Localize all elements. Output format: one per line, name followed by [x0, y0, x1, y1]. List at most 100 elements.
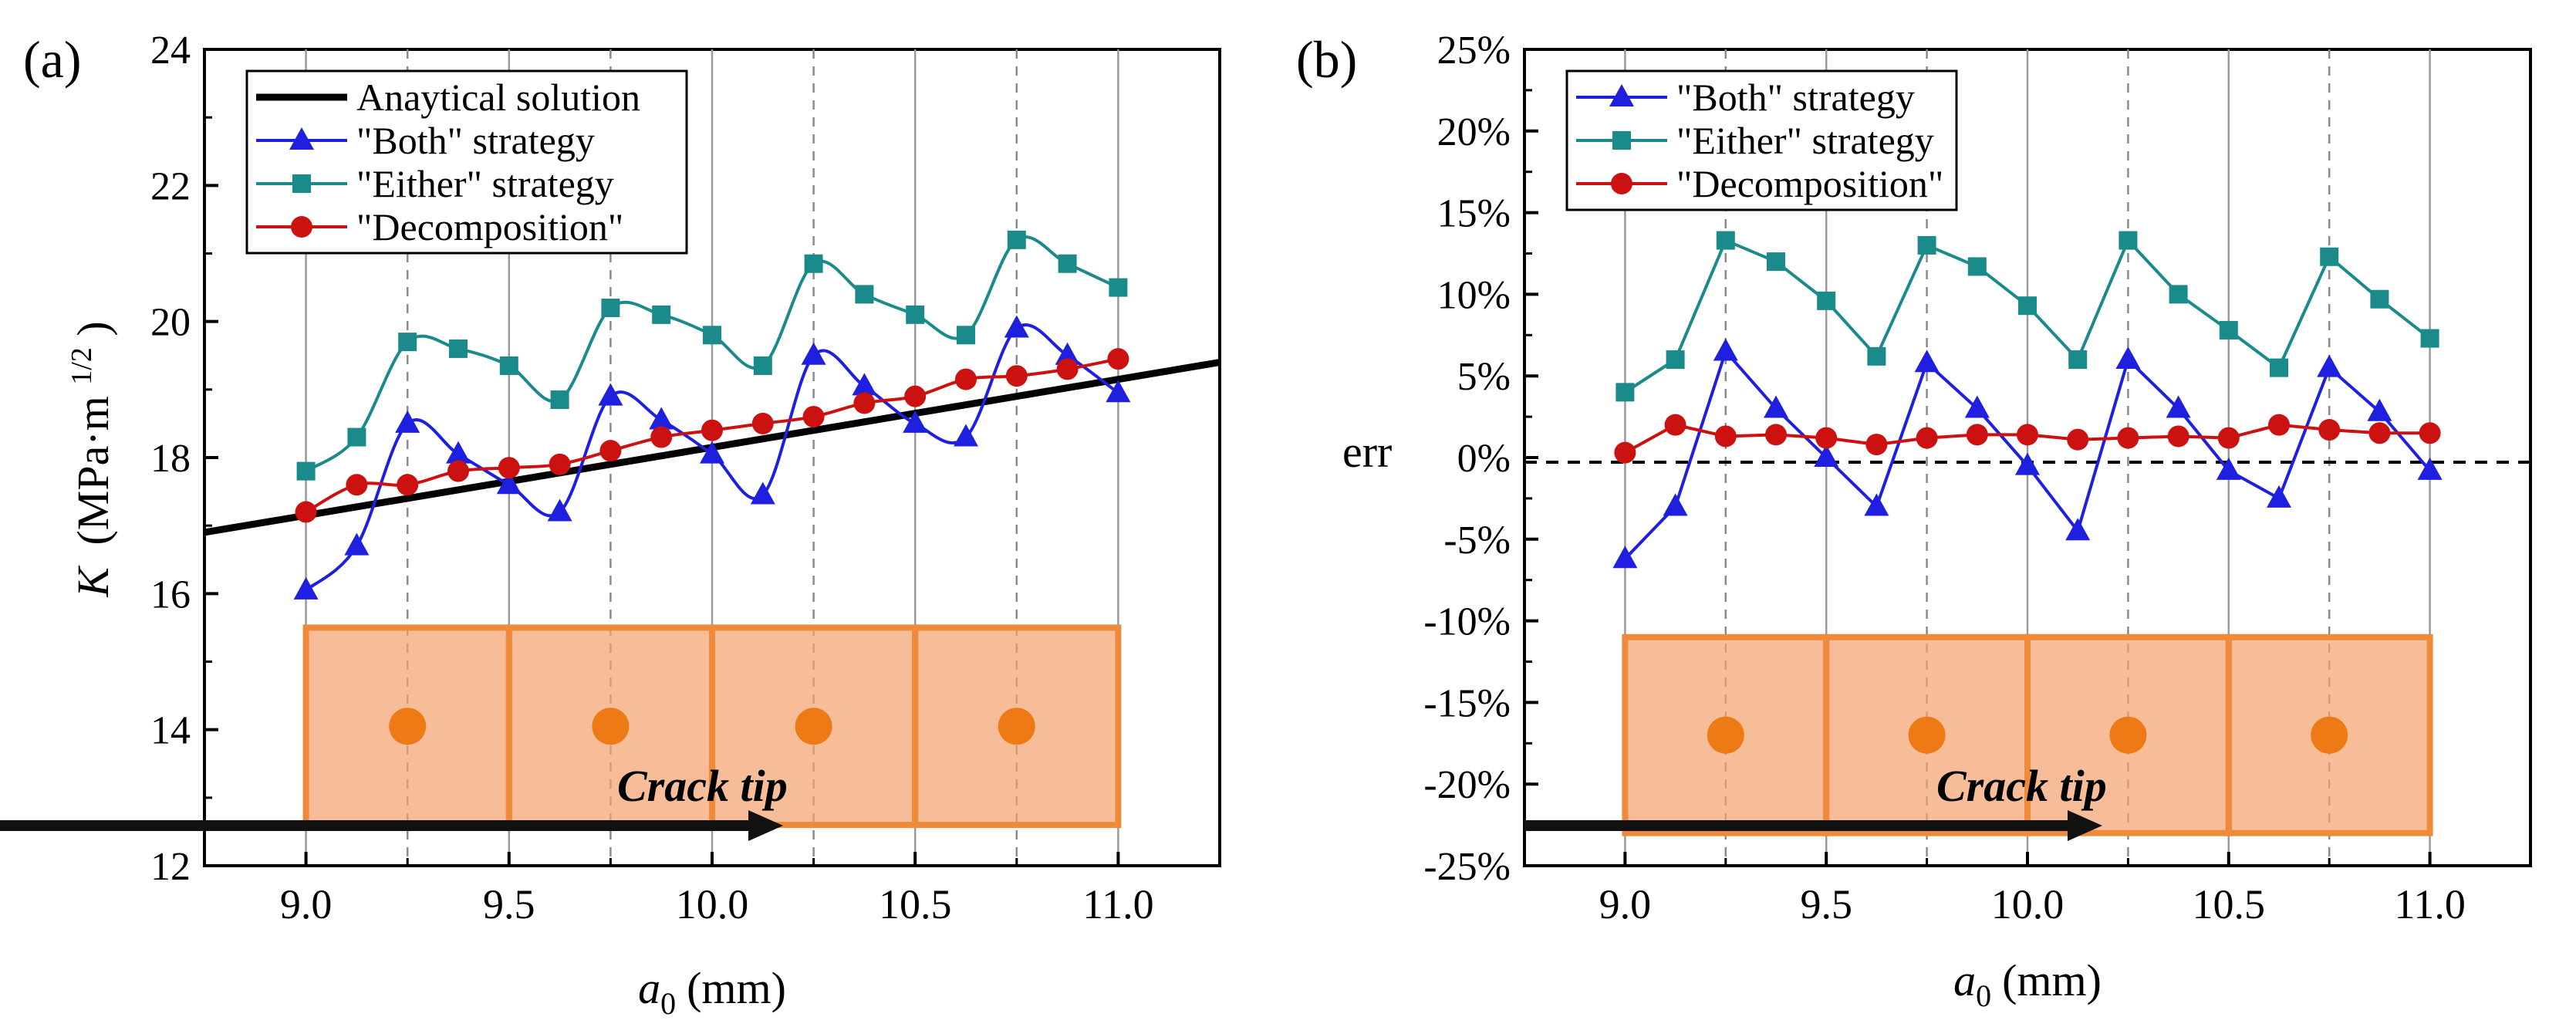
data-point [2167, 425, 2189, 448]
panel-b-x-axis-title: a0 (mm) [1953, 955, 2102, 1013]
legend-marker [291, 216, 312, 238]
crack-tip-label: Crack tip [617, 761, 788, 811]
legend-label: "Both" strategy [1676, 76, 1915, 119]
y-tick-label: 16 [150, 573, 191, 617]
panel-a: (a) 9.0 9.5 10.0 10.5 11.0 12 14 16 18 20 22 24 Cra… [0, 29, 1221, 1021]
data-point [750, 481, 775, 505]
x-tick-label: 9.0 [280, 881, 333, 927]
y-tick-label: 10% [1437, 273, 1511, 317]
data-point [700, 441, 724, 464]
legend-label: Anaytical solution [356, 76, 640, 119]
y-axis-unit-close: ) [68, 321, 118, 336]
x-tick-label: 10.5 [2193, 881, 2266, 927]
element-node [592, 708, 630, 745]
y-tick-label: -15% [1423, 681, 1511, 725]
data-point [701, 419, 723, 441]
data-point [2367, 398, 2392, 421]
data-point [2417, 457, 2443, 480]
data-point [2115, 346, 2141, 370]
y-tick-label: 18 [150, 437, 191, 481]
data-point [852, 373, 877, 396]
data-point [1967, 257, 1987, 276]
data-point [802, 406, 825, 428]
x-tick-label: 11.0 [1082, 881, 1154, 927]
data-point [853, 392, 876, 414]
data-point [398, 333, 417, 352]
data-point [1914, 350, 1940, 373]
series-triangle [1612, 338, 2443, 569]
data-point [449, 339, 468, 358]
data-point [1612, 546, 1638, 569]
data-point [347, 427, 366, 447]
legend-label: "Decomposition" [1676, 162, 1943, 205]
data-point [1714, 425, 1737, 448]
y-tick-label: 25% [1437, 29, 1511, 73]
data-point [496, 471, 522, 495]
data-point [1005, 365, 1028, 387]
data-point [2169, 285, 2188, 304]
data-point [498, 457, 520, 479]
data-point [855, 285, 874, 304]
y-tick-label: 0% [1457, 437, 1511, 481]
svg-text:K (MPa·m 1/2: K (MPa·m 1/2 ) [51, 321, 118, 597]
data-point [598, 383, 623, 406]
y-axis-symbol: K [68, 565, 118, 598]
y-axis-unit: (MPa·m [68, 396, 118, 545]
element-node [1908, 716, 1946, 754]
panel-a-legend: Anaytical solution"Both" strategy"Either… [245, 69, 688, 255]
data-point [1765, 424, 1787, 446]
data-point [296, 461, 316, 481]
legend-entry: "Decomposition" [1576, 162, 1943, 205]
panel-a-x-axis-title: a0 (mm) [638, 963, 786, 1021]
panel-a-label: (a) [23, 30, 81, 89]
data-point [1615, 383, 1635, 402]
data-point [2119, 231, 2138, 250]
data-point [1106, 380, 1131, 403]
data-point [1614, 441, 1636, 464]
data-point [1666, 350, 1685, 370]
crack-arrow-head [2068, 810, 2102, 841]
data-point [649, 407, 674, 430]
data-point [395, 410, 420, 433]
series-circle [1614, 414, 2441, 464]
data-point [1817, 291, 1836, 310]
legend-label: "Decomposition" [356, 205, 623, 248]
data-point [1867, 346, 1886, 366]
data-point [2018, 296, 2037, 316]
data-point [599, 440, 622, 462]
legend-entry: "Decomposition" [256, 205, 623, 248]
data-point [1767, 252, 1785, 272]
data-point [1716, 231, 1735, 250]
data-point [650, 426, 673, 448]
legend-marker [1612, 131, 1631, 150]
legend-label: "Both" strategy [356, 119, 595, 162]
data-point [1663, 493, 1688, 516]
y-tick-label: -10% [1423, 600, 1511, 644]
legend-marker [292, 174, 311, 193]
panel-b-legend: "Both" strategy"Either" strategy"Decompo… [1565, 69, 1958, 211]
crack-arrow-head [748, 810, 783, 841]
panel-b: (b) 9.0 9.5 10.0 10.5 11.0 -25% -20% -15% -10% -5… [1296, 29, 2532, 1013]
y-tick-label: 22 [150, 164, 191, 208]
x-tick-label: 10.0 [1991, 881, 2065, 927]
legend-label: "Either" strategy [356, 162, 614, 205]
data-point [2017, 424, 2038, 446]
panel-a-crack-arrow: Crack tip [0, 761, 788, 841]
y-tick-label: 15% [1437, 192, 1511, 236]
panel-a-series [293, 230, 1131, 600]
data-point [1865, 434, 1888, 456]
data-point [751, 412, 774, 434]
data-point [1109, 278, 1128, 297]
data-point [2270, 358, 2288, 377]
y-tick-label: -20% [1423, 763, 1511, 807]
data-point [955, 368, 977, 390]
element-node [2109, 716, 2147, 754]
x-tick-label: 10.5 [879, 881, 952, 927]
data-point [1864, 493, 1889, 516]
data-point [2419, 422, 2441, 444]
panel-a-element-mesh [302, 624, 1122, 829]
data-point [1056, 358, 1079, 380]
data-point [1007, 230, 1026, 249]
data-point [2216, 457, 2241, 480]
data-point [1764, 395, 1788, 418]
